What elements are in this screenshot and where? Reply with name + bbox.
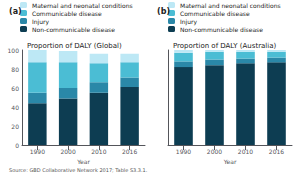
svg-text:60: 60 [11, 85, 19, 92]
svg-text:2000: 2000 [60, 148, 75, 155]
svg-text:2016: 2016 [122, 148, 137, 155]
svg-text:(a): (a) [9, 7, 22, 16]
svg-text:100: 100 [8, 47, 20, 54]
svg-text:Communicable disease: Communicable disease [32, 10, 102, 17]
svg-text:1990: 1990 [30, 148, 45, 155]
svg-text:2010: 2010 [238, 148, 253, 155]
svg-text:Source: GBD Collaborative Netw: Source: GBD Collaborative Network 2017; … [9, 167, 148, 173]
svg-text:Year: Year [223, 158, 237, 165]
svg-text:Injury: Injury [32, 18, 50, 26]
svg-text:2010: 2010 [91, 148, 106, 155]
svg-text:Maternal and neonatal conditio: Maternal and neonatal conditions [180, 2, 281, 9]
svg-text:2000: 2000 [207, 148, 222, 155]
svg-text:80: 80 [11, 66, 19, 73]
svg-text:1990: 1990 [176, 148, 191, 155]
svg-text:Proportion of DALY (Australia): Proportion of DALY (Australia) [173, 42, 277, 50]
svg-text:Year: Year [76, 158, 90, 165]
svg-text:Non-communicable disease: Non-communicable disease [32, 26, 115, 33]
svg-text:Proportion of DALY (Global): Proportion of DALY (Global) [27, 42, 122, 50]
svg-text:2016: 2016 [269, 148, 284, 155]
svg-text:0: 0 [15, 142, 19, 149]
svg-text:(b): (b) [157, 7, 170, 16]
svg-text:Maternal and neonatal conditio: Maternal and neonatal conditions [32, 2, 133, 9]
svg-text:Communicable disease: Communicable disease [180, 10, 250, 17]
svg-text:20: 20 [11, 123, 19, 130]
svg-text:40: 40 [11, 104, 19, 111]
svg-text:Injury: Injury [180, 18, 198, 26]
svg-text:Non-communicable disease: Non-communicable disease [180, 26, 263, 33]
